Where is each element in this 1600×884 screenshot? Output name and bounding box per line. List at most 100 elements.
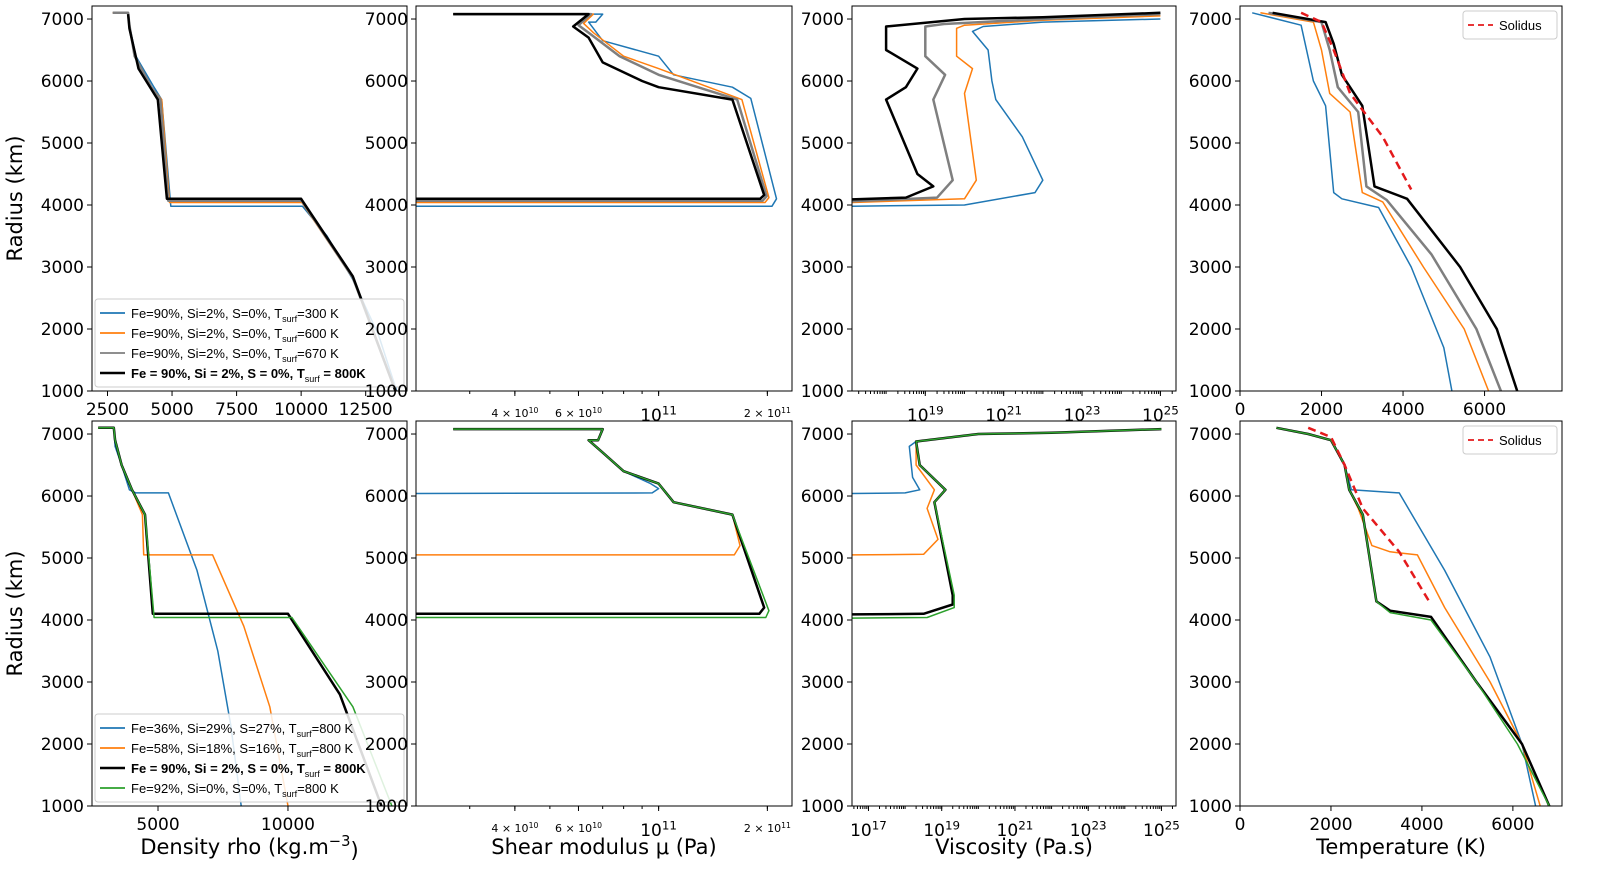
x-tick-label: 1023 (1070, 818, 1107, 841)
y-tick-label: 5000 (365, 549, 408, 569)
y-tick-label: 1000 (365, 382, 408, 402)
y-tick-label: 4000 (41, 611, 84, 631)
legend-label: Fe=58%, Si=18%, S=16%, Tsurf=800 K (131, 741, 354, 759)
panel-1: 1000 2000 3000 4000 5000 6000 7000 4 × 1010 6 × … (365, 5, 793, 426)
panel-6: 1000 2000 3000 4000 5000 6000 7000 1017 1019 1021… (801, 420, 1180, 859)
x-tick-label: 5000 (150, 400, 193, 420)
x-tick-label: 2 × 1011 (744, 821, 791, 835)
y-tick-label: 4000 (41, 196, 84, 216)
series-line-fe-36- (852, 428, 1162, 495)
y-tick-label: 2000 (1189, 320, 1232, 340)
axes-frame (91, 5, 408, 392)
y-tick-label: 6000 (1189, 72, 1232, 92)
series-line-tsurf-670-k (1268, 11, 1503, 391)
series-line-tsurf-600-k (1260, 12, 1490, 391)
y-tick-label: 7000 (41, 425, 84, 445)
x-axis-label: Shear modulus μ (Pa) (491, 835, 716, 859)
legend-box (1462, 10, 1558, 40)
y-tick-label: 4000 (801, 196, 844, 216)
y-axis-label: Radius (km) (3, 550, 27, 676)
x-tick-label: 6 × 1010 (555, 821, 602, 835)
series-line-solidus (1300, 11, 1413, 191)
y-tick-label: 3000 (1189, 673, 1232, 693)
y-tick-label: 5000 (41, 549, 84, 569)
series-line-tsurf-300-k (1252, 12, 1453, 391)
y-tick-label: 5000 (1189, 134, 1232, 154)
y-tick-label: 3000 (801, 673, 844, 693)
y-tick-label: 6000 (365, 487, 408, 507)
axes-frame (851, 420, 1177, 807)
series-line-tsurf-670-k (416, 12, 768, 202)
series-line-tsurf-300-k (852, 18, 1161, 207)
y-tick-label: 7000 (41, 10, 84, 30)
x-tick-label: 1025 (1143, 818, 1180, 841)
x-tick-label: 6000 (1463, 400, 1506, 420)
series-line-fe-36- (1276, 427, 1537, 806)
x-tick-label: 4 × 1010 (491, 821, 538, 835)
panel-0: 1000 2000 3000 4000 5000 6000 7000 2500 5000 7500… (3, 5, 408, 420)
series-line-fe-58- (1276, 427, 1541, 806)
legend-label: Solidus (1499, 18, 1542, 33)
x-tick-label: 10000 (274, 400, 328, 420)
x-tick-label: 1011 (640, 403, 677, 426)
x-tick-label: 1021 (997, 818, 1034, 841)
panel-2: 1000 2000 3000 4000 5000 6000 7000 1019 1021 1023… (801, 5, 1179, 426)
series-line-solidus (1307, 426, 1433, 606)
x-tick-label: 2 × 1011 (744, 406, 791, 420)
x-tick-label: 1017 (850, 818, 887, 841)
y-tick-label: 7000 (1189, 425, 1232, 445)
x-tick-label: 4000 (1381, 400, 1424, 420)
legend: Solidus (1462, 425, 1558, 455)
y-tick-label: 3000 (801, 258, 844, 278)
y-axis-label: Radius (km) (3, 135, 27, 261)
x-tick-label: 2500 (86, 400, 129, 420)
legend-box (94, 713, 405, 803)
axes-frame (415, 420, 793, 807)
y-tick-label: 1000 (41, 797, 84, 817)
series-line-fe-90- (852, 427, 1162, 616)
x-tick-label: 12500 (339, 400, 393, 420)
axes-frame (1239, 420, 1563, 807)
series-line-tsurf-300-k (416, 13, 778, 207)
y-tick-label: 6000 (801, 487, 844, 507)
y-tick-label: 7000 (801, 425, 844, 445)
x-tick-label: 6 × 1010 (555, 406, 602, 420)
y-tick-label: 2000 (365, 735, 408, 755)
panel-5: 1000 2000 3000 4000 5000 6000 7000 4 × 1010 6 × … (365, 420, 793, 859)
y-tick-label: 2000 (365, 320, 408, 340)
panel-4: 1000 2000 3000 4000 5000 6000 7000 5000 10000 Rad… (3, 420, 408, 862)
series-line-tsurf-600-k (852, 15, 1161, 204)
y-tick-label: 6000 (1189, 487, 1232, 507)
y-tick-label: 7000 (365, 10, 408, 30)
legend-label: Fe=92%, Si=0%, S=0%, Tsurf=800 K (131, 781, 339, 799)
y-tick-label: 3000 (41, 258, 84, 278)
axes-frame (91, 420, 408, 807)
series-line-fe-36- (416, 428, 660, 495)
y-tick-label: 2000 (1189, 735, 1232, 755)
y-tick-label: 2000 (41, 320, 84, 340)
y-tick-label: 3000 (41, 673, 84, 693)
axes-frame (851, 5, 1177, 392)
y-tick-label: 7000 (801, 10, 844, 30)
y-tick-label: 1000 (41, 382, 84, 402)
y-tick-label: 7000 (365, 425, 408, 445)
legend-label: Fe = 90%, Si = 2%, S = 0%, Tsurf = 800K (131, 761, 366, 779)
y-tick-label: 2000 (801, 320, 844, 340)
x-tick-label: 2000 (1300, 400, 1343, 420)
series-line-tsurf-800k (126, 13, 397, 391)
y-tick-label: 4000 (1189, 196, 1232, 216)
y-tick-label: 3000 (365, 258, 408, 278)
x-tick-label: 1019 (907, 403, 944, 426)
series-line-fe-58- (416, 428, 741, 556)
y-tick-label: 1000 (365, 797, 408, 817)
y-tick-label: 4000 (365, 196, 408, 216)
x-tick-label: 0 (1235, 815, 1246, 835)
series-line-fe-92- (416, 428, 770, 619)
y-tick-label: 3000 (1189, 258, 1232, 278)
legend-box (1462, 425, 1558, 455)
series-line-tsurf-670-k (852, 12, 1161, 203)
y-tick-label: 5000 (365, 134, 408, 154)
y-tick-label: 3000 (365, 673, 408, 693)
legend-label: Solidus (1499, 433, 1542, 448)
